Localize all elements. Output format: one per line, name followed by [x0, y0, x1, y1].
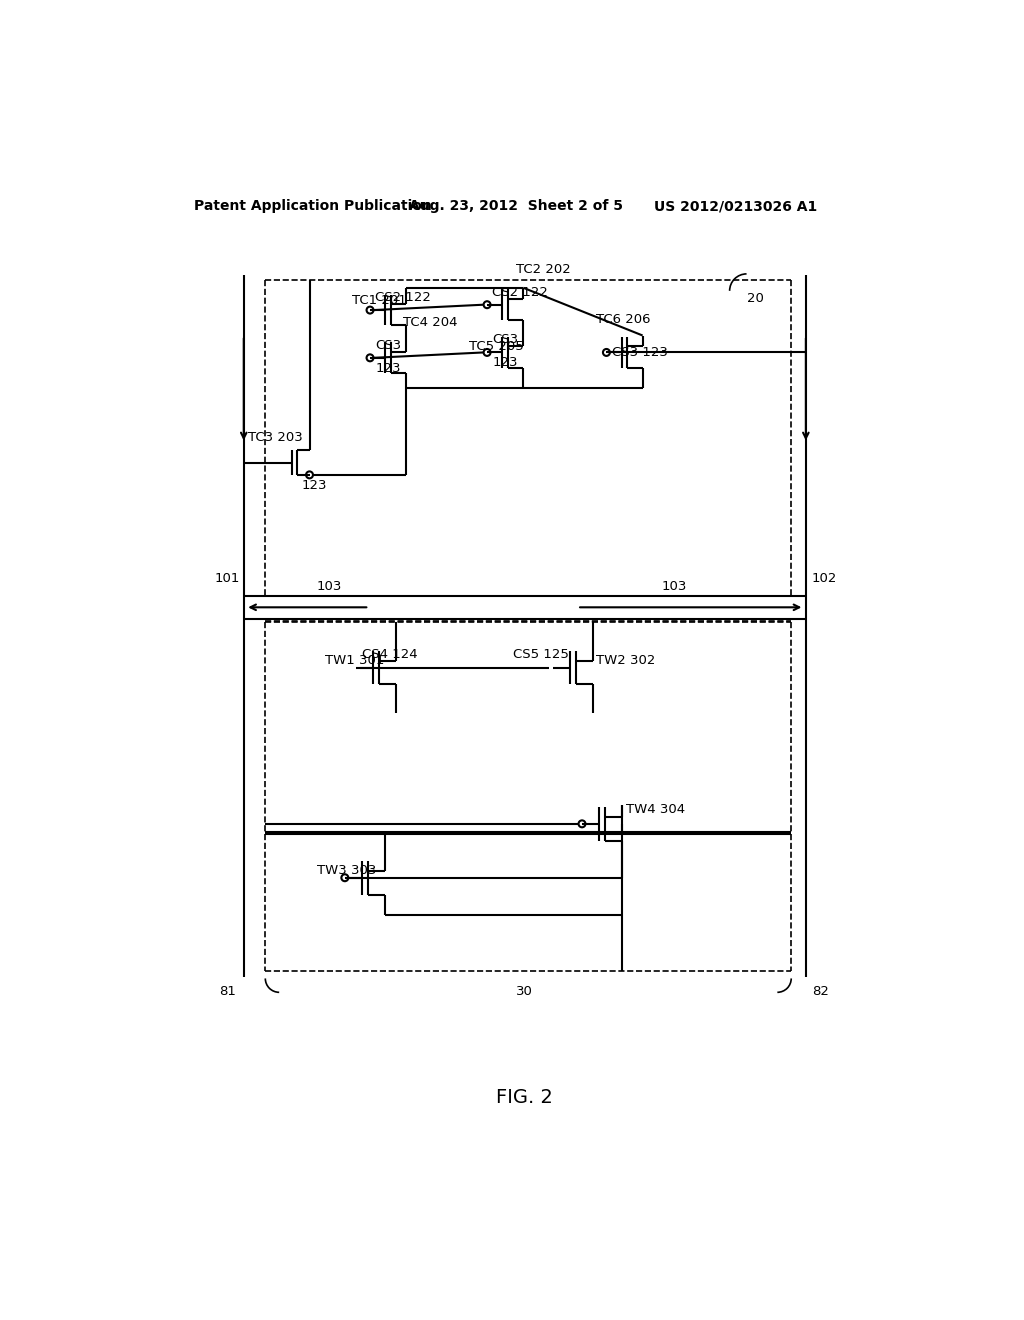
- Text: FIG. 2: FIG. 2: [497, 1088, 553, 1107]
- Text: TC6 206: TC6 206: [596, 313, 651, 326]
- Text: 123: 123: [376, 362, 401, 375]
- Text: CS3: CS3: [376, 339, 401, 351]
- Text: TC1 201: TC1 201: [352, 294, 408, 308]
- Text: Patent Application Publication: Patent Application Publication: [194, 199, 431, 213]
- Text: CS2 122: CS2 122: [376, 290, 431, 304]
- Text: TW3 303: TW3 303: [316, 865, 376, 878]
- Text: 82: 82: [812, 985, 828, 998]
- Text: 81: 81: [219, 985, 237, 998]
- Text: TC3 203: TC3 203: [248, 432, 302, 444]
- Text: 103: 103: [316, 581, 342, 594]
- Text: 101: 101: [214, 572, 240, 585]
- Text: CS3 123: CS3 123: [611, 346, 668, 359]
- Text: TC5 205: TC5 205: [469, 339, 524, 352]
- Text: CS4 124: CS4 124: [361, 648, 418, 661]
- Text: CS5 125: CS5 125: [513, 648, 568, 661]
- Text: 20: 20: [746, 292, 764, 305]
- Text: TC4 204: TC4 204: [403, 317, 458, 330]
- Text: CS3: CS3: [493, 333, 518, 346]
- Text: TW2 302: TW2 302: [596, 655, 655, 667]
- Text: US 2012/0213026 A1: US 2012/0213026 A1: [654, 199, 817, 213]
- Text: 30: 30: [516, 985, 534, 998]
- Text: 123: 123: [302, 479, 328, 492]
- Text: TW4 304: TW4 304: [626, 803, 685, 816]
- Text: TC2 202: TC2 202: [515, 263, 570, 276]
- Text: Aug. 23, 2012  Sheet 2 of 5: Aug. 23, 2012 Sheet 2 of 5: [410, 199, 624, 213]
- Text: 123: 123: [493, 356, 518, 370]
- Text: TW1 301: TW1 301: [325, 655, 384, 667]
- Text: 102: 102: [812, 572, 838, 585]
- Text: CS2 122: CS2 122: [493, 285, 548, 298]
- Text: 103: 103: [662, 581, 687, 594]
